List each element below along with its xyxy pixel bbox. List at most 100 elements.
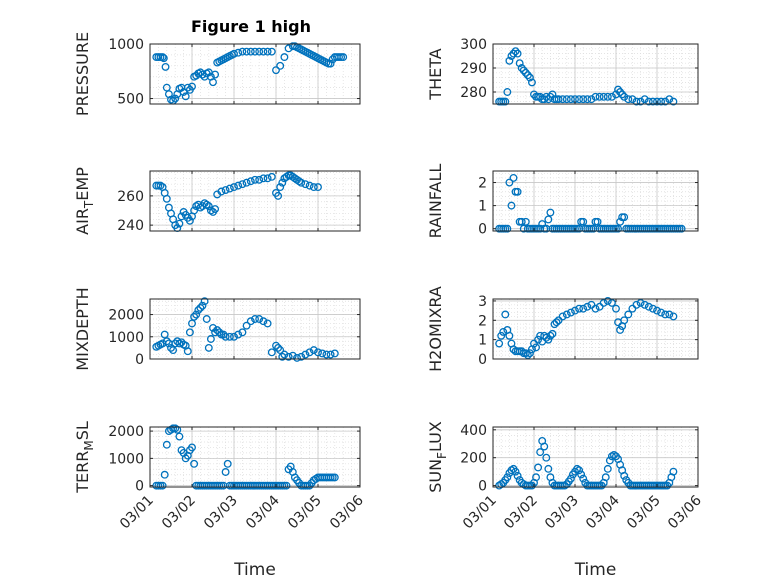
rainfall-point [509, 173, 518, 182]
h2omixra-point [628, 304, 637, 313]
h2omixra-point [599, 298, 608, 307]
mixdepth-point [276, 346, 285, 355]
rainfall-series [495, 173, 686, 233]
mixdepth-point [185, 328, 194, 337]
sun-flux-y-tick-label: 0 [478, 479, 487, 495]
mixdepth-point [213, 326, 222, 335]
h2omixra-point [595, 302, 604, 311]
pressure-series [152, 42, 348, 105]
mixdepth-point [297, 352, 306, 361]
air-temp-point [204, 202, 213, 211]
h2omixra-point [550, 320, 559, 329]
mixdepth-y-tick-label: 1000 [108, 330, 144, 346]
air-temp-point [251, 175, 259, 184]
air-temp-series [152, 171, 322, 233]
sun-flux-point [620, 471, 629, 480]
h2omixra-point [532, 343, 540, 352]
mixdepth-axes-box [149, 298, 361, 360]
mixdepth-point [314, 348, 322, 357]
sun-flux-point [579, 474, 588, 483]
mixdepth-point [183, 347, 192, 356]
rainfall-point [593, 217, 602, 226]
mixdepth-point [234, 330, 243, 339]
mixdepth-point [173, 337, 182, 346]
rainfall-point [517, 217, 526, 226]
rainfall-axes-box [492, 170, 699, 232]
h2omixra-point [657, 308, 666, 317]
mixdepth-point [192, 310, 201, 319]
h2omixra-point [591, 304, 600, 313]
h2omixra-point [612, 304, 620, 313]
theta-y-tick-label: 280 [460, 85, 487, 101]
theta-point [595, 92, 604, 101]
sun-flux-point [560, 481, 569, 490]
air-temp-point [206, 206, 215, 215]
air-temp-point [295, 177, 304, 186]
h2omixra-point [542, 333, 551, 342]
air-temp-point [175, 219, 184, 228]
air-temp-y-tick-label: 260 [117, 189, 144, 205]
rainfall-point [505, 178, 514, 187]
mixdepth-point [204, 343, 213, 352]
air-temp-point [305, 181, 314, 190]
theta-point [515, 59, 524, 68]
theta-point [505, 56, 514, 65]
sun-flux-point [507, 466, 516, 475]
theta-point [548, 90, 557, 99]
mixdepth-point [198, 301, 207, 310]
h2omixra-axes-box [492, 298, 699, 360]
h2omixra-series [495, 296, 678, 360]
sun-flux-axes-box [492, 426, 699, 488]
pressure-point [339, 53, 348, 62]
mixdepth-point [209, 323, 217, 332]
air-temp-point [246, 177, 255, 186]
mixdepth-point [322, 350, 331, 359]
air-temp-point [278, 178, 287, 187]
sun-flux-point [497, 480, 506, 489]
h2omixra-point [661, 310, 670, 319]
terr-msl-x-axis-label: Time [233, 560, 276, 580]
terr-msl-point [188, 443, 196, 452]
theta-point [624, 95, 633, 104]
theta-point [583, 95, 592, 104]
theta-point [558, 95, 567, 104]
h2omixra-point [575, 304, 584, 313]
rainfall-y-tick-label: 2 [478, 176, 487, 192]
theta-point [501, 97, 510, 106]
h2omixra-point [653, 306, 661, 315]
h2omixra-point [505, 331, 514, 340]
rainfall-point [579, 217, 588, 226]
air-temp-point [190, 206, 199, 215]
h2omixra-point [669, 312, 678, 321]
air-temp-point [242, 178, 251, 187]
theta-point [599, 92, 608, 101]
mixdepth-point [280, 350, 289, 359]
theta-point [511, 47, 520, 56]
pressure-point [183, 83, 192, 92]
theta-point [503, 88, 512, 96]
pressure-point [211, 70, 220, 79]
mixdepth-point [274, 343, 283, 352]
theta-point [566, 95, 575, 104]
air-temp-point [297, 178, 306, 187]
mixdepth-y-axis-label: MIXDEPTH [73, 287, 92, 370]
theta-point [607, 92, 616, 101]
rainfall-y-tick-label: 1 [478, 199, 487, 215]
theta-point [517, 64, 526, 72]
h2omixra-point [583, 302, 592, 311]
h2omixra-point [562, 310, 571, 319]
mixdepth-point [242, 321, 251, 330]
theta-point [653, 97, 661, 106]
theta-series [495, 47, 678, 106]
mixdepth-point [284, 352, 293, 361]
pressure-y-tick-label: 500 [117, 92, 144, 108]
sun-flux-point [534, 463, 543, 472]
pressure-point [188, 82, 196, 91]
mixdepth-point [221, 332, 230, 341]
terr-msl-y-tick-label: 1000 [108, 451, 144, 467]
subplot-h2omixra: 0 1 2 3 H2OMIXRA [426, 286, 699, 372]
theta-point [620, 92, 629, 101]
h2omixra-y-axis-label: H2OMIXRA [426, 286, 445, 372]
pressure-point [230, 49, 238, 58]
subplot-theta: 280 290 300 THETA [426, 37, 699, 106]
